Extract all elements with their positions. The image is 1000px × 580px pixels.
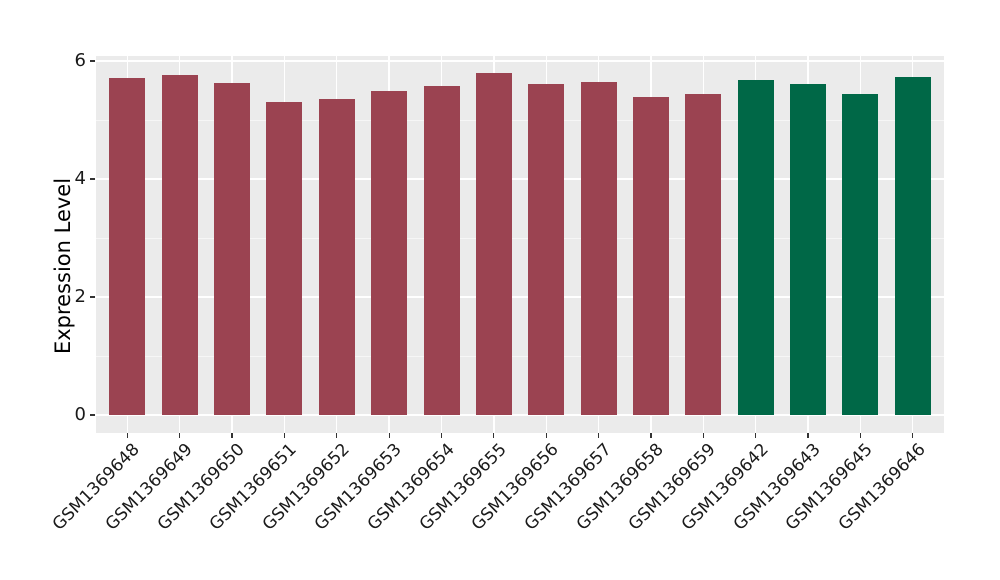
bar-GSM1369657: [580, 81, 617, 415]
bar-GSM1369649: [161, 74, 198, 415]
major-gridline: [96, 178, 944, 180]
y-tick-mark: [90, 178, 95, 180]
minor-gridline: [96, 238, 944, 239]
x-tick-mark: [807, 433, 809, 438]
bar-GSM1369654: [423, 86, 460, 415]
x-tick-mark: [545, 433, 547, 438]
plot-panel: [96, 56, 944, 433]
x-tick-mark: [859, 433, 861, 438]
bar-GSM1369645: [842, 94, 879, 415]
x-tick-mark: [179, 433, 181, 438]
bar-GSM1369642: [737, 79, 774, 415]
bar-GSM1369659: [685, 94, 722, 415]
x-tick-mark: [912, 433, 914, 438]
major-gridline: [96, 60, 944, 62]
bar-GSM1369648: [109, 78, 146, 415]
bar-GSM1369650: [214, 83, 251, 415]
minor-gridline: [96, 356, 944, 357]
bar-GSM1369651: [266, 101, 303, 415]
x-tick-mark: [754, 433, 757, 438]
x-tick-mark: [597, 433, 600, 438]
y-tick-label: 0: [74, 404, 86, 425]
x-tick-mark: [493, 433, 495, 438]
minor-gridline: [96, 120, 944, 121]
y-tick-label: 4: [74, 168, 86, 189]
bar-GSM1369656: [528, 84, 565, 415]
bar-GSM1369652: [318, 98, 355, 415]
y-tick-label: 6: [74, 50, 86, 71]
x-tick-mark: [702, 433, 704, 438]
x-tick-mark: [231, 433, 233, 438]
x-tick-mark: [440, 433, 443, 438]
y-tick-label: 2: [74, 286, 86, 307]
bar-GSM1369658: [632, 96, 669, 415]
major-gridline: [96, 296, 944, 298]
x-tick-mark: [336, 433, 338, 438]
y-tick-mark: [90, 60, 95, 62]
bar-GSM1369646: [894, 76, 931, 415]
x-tick-mark: [283, 433, 286, 438]
x-tick-mark: [126, 433, 129, 438]
bar-GSM1369653: [371, 90, 408, 415]
y-tick-mark: [90, 414, 95, 416]
bar-GSM1369643: [789, 84, 826, 415]
major-gridline: [96, 414, 944, 416]
bar-GSM1369655: [475, 73, 512, 415]
y-tick-mark: [90, 296, 95, 298]
x-tick-mark: [650, 433, 652, 438]
x-tick-mark: [388, 433, 390, 438]
